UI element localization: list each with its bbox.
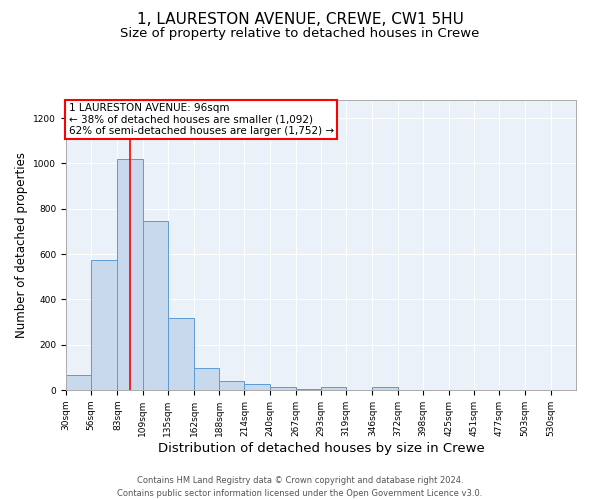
- Text: 1, LAURESTON AVENUE, CREWE, CW1 5HU: 1, LAURESTON AVENUE, CREWE, CW1 5HU: [137, 12, 463, 28]
- Bar: [373, 387, 398, 390]
- Bar: [66, 376, 91, 390]
- Bar: [219, 382, 244, 390]
- Bar: [321, 387, 346, 390]
- Bar: [296, 389, 321, 390]
- Bar: [194, 368, 219, 390]
- Bar: [244, 384, 269, 390]
- Text: Contains HM Land Registry data © Crown copyright and database right 2024.
Contai: Contains HM Land Registry data © Crown c…: [118, 476, 482, 498]
- Bar: [118, 159, 143, 390]
- Text: 1 LAURESTON AVENUE: 96sqm
← 38% of detached houses are smaller (1,092)
62% of se: 1 LAURESTON AVENUE: 96sqm ← 38% of detac…: [68, 103, 334, 136]
- X-axis label: Distribution of detached houses by size in Crewe: Distribution of detached houses by size …: [158, 442, 484, 454]
- Bar: [143, 220, 168, 390]
- Text: Size of property relative to detached houses in Crewe: Size of property relative to detached ho…: [121, 28, 479, 40]
- Y-axis label: Number of detached properties: Number of detached properties: [15, 152, 28, 338]
- Bar: [269, 387, 296, 390]
- Bar: [91, 260, 118, 390]
- Bar: [168, 318, 194, 390]
